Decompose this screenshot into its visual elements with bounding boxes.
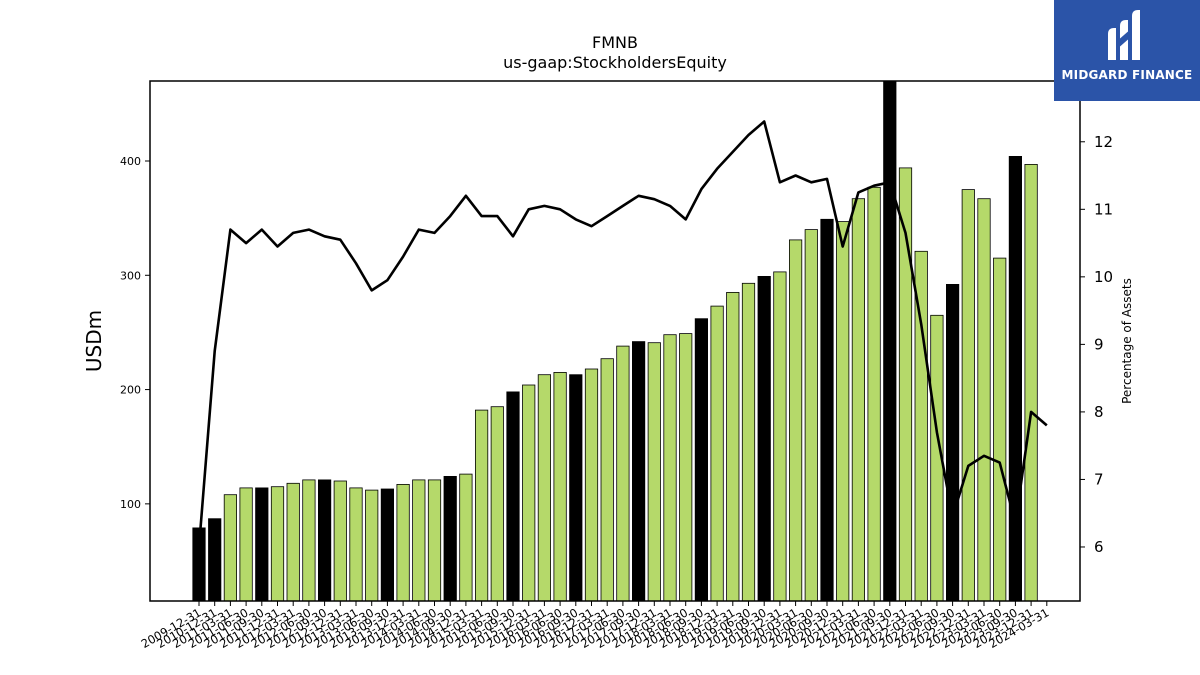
x-axis: 2009-12-312010-12-312011-03-312011-06-30…	[139, 601, 1051, 651]
y2-tick-label: 6	[1094, 538, 1104, 556]
bar	[349, 487, 363, 602]
bar	[663, 334, 677, 602]
bar	[412, 479, 426, 602]
y-axis-label: USDm	[82, 310, 106, 372]
bar	[427, 479, 442, 602]
bar	[836, 221, 850, 602]
bar	[694, 318, 709, 602]
bar	[569, 374, 583, 602]
y-tick-label: 200	[120, 384, 141, 397]
bar	[946, 283, 960, 602]
bar	[239, 487, 253, 602]
y2-tick-label: 11	[1094, 200, 1113, 218]
y2-tick-label: 10	[1094, 268, 1113, 286]
bar	[647, 342, 661, 602]
bar	[977, 198, 991, 602]
bar	[616, 345, 630, 602]
bar	[474, 409, 489, 602]
bar	[773, 271, 787, 602]
bar	[537, 374, 552, 602]
y2-tick-label: 9	[1094, 335, 1104, 353]
y-tick-label: 400	[120, 155, 141, 168]
bar	[459, 473, 473, 602]
bar	[223, 494, 237, 602]
bar	[820, 218, 834, 602]
bar	[302, 479, 316, 602]
bar	[961, 189, 975, 602]
bar	[396, 483, 410, 602]
bar	[333, 480, 347, 602]
bar	[522, 384, 536, 602]
chart-title: FMNB	[592, 33, 638, 52]
bar	[365, 489, 379, 602]
bar	[789, 239, 803, 602]
y2-tick-label: 12	[1094, 133, 1113, 151]
logo-mark-icon	[1108, 10, 1140, 60]
y-tick-label: 300	[120, 269, 141, 282]
right-axis: 6 7 8 9 10 11 12	[1080, 133, 1113, 556]
bar	[993, 257, 1007, 602]
bar	[726, 291, 740, 602]
bar	[883, 80, 897, 602]
bar	[600, 358, 614, 602]
chart-subtitle: us-gaap:StockholdersEquity	[503, 53, 727, 72]
y2-tick-label: 8	[1094, 403, 1104, 421]
line-series	[197, 120, 1048, 548]
plot-frame	[149, 80, 1081, 602]
bar	[208, 518, 222, 602]
y-tick-label: 100	[120, 498, 141, 511]
bar	[490, 406, 504, 602]
midgard-finance-logo: MIDGARD FINANCE	[1054, 0, 1200, 101]
logo-brand-text: MIDGARD FINANCE	[1061, 68, 1193, 82]
bar	[1024, 163, 1038, 602]
bar	[710, 305, 724, 602]
bar	[679, 333, 693, 602]
bar	[270, 486, 285, 602]
bar	[443, 475, 457, 602]
bar	[851, 198, 866, 602]
y2-tick-label: 7	[1094, 470, 1104, 488]
bar	[255, 487, 269, 602]
bar	[867, 186, 881, 602]
left-axis: 100 200 300 400	[120, 155, 150, 511]
bar	[804, 229, 818, 602]
y2-axis-label: Percentage of Assets	[1120, 278, 1134, 404]
bar	[741, 282, 756, 602]
bar	[757, 275, 771, 602]
bar	[506, 391, 520, 602]
equity-ratio-line	[197, 120, 1048, 548]
bar	[553, 371, 567, 602]
bars	[192, 80, 1038, 602]
bar	[317, 479, 332, 602]
bar	[1008, 155, 1023, 602]
bar	[286, 482, 300, 602]
bar	[584, 368, 599, 602]
bar	[380, 488, 395, 602]
bar	[632, 341, 646, 602]
